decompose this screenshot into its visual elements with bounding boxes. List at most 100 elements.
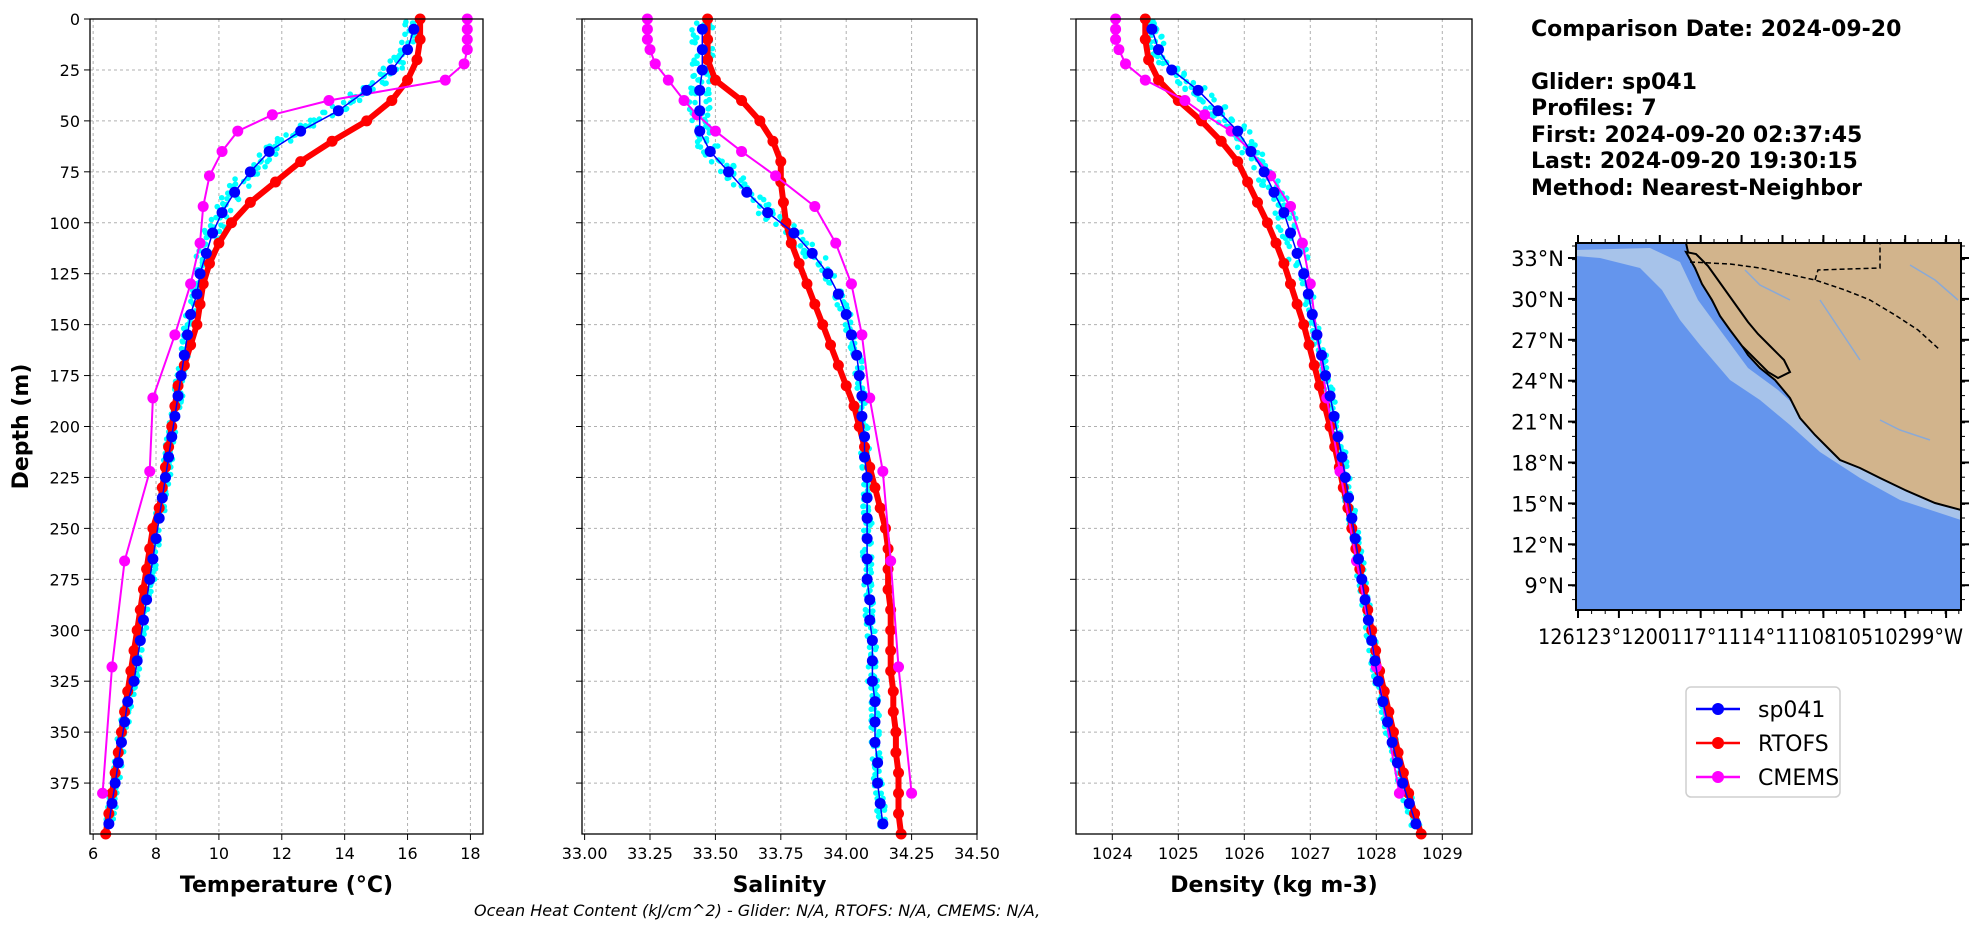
- series-point-rtofs: [709, 74, 721, 86]
- legend: sp041 RTOFS CMEMS: [1685, 686, 1841, 798]
- series-point-rtofs: [1303, 339, 1315, 351]
- series-point-rtofs: [1215, 135, 1227, 147]
- legend-marker-rtofs: [1712, 737, 1724, 749]
- series-point-sp041: [859, 431, 871, 443]
- series-point-sp041: [1192, 84, 1204, 96]
- series-point-cmems: [809, 200, 821, 212]
- series-point-cmems: [144, 465, 156, 477]
- raw-glider-point: [1248, 155, 1255, 162]
- series-point-sp041: [263, 145, 275, 157]
- series-point-sp041: [861, 553, 873, 565]
- x-tick-label: 10: [209, 844, 229, 863]
- y-tick-label: 25: [60, 61, 80, 80]
- x-axis-label: Density (kg m-3): [1170, 873, 1378, 898]
- series-point-sp041: [859, 451, 871, 463]
- series-point-sp041: [185, 308, 197, 320]
- series-point-sp041: [361, 84, 373, 96]
- raw-glider-point: [873, 790, 879, 796]
- series-point-cmems: [232, 125, 244, 137]
- series-point-sp041: [200, 247, 212, 259]
- series-point-rtofs: [1143, 54, 1155, 66]
- panel-2: 33.00 33.25 33.50 33.75 34.00 34.25 34.50 Salin…: [562, 13, 1000, 898]
- series-point-cmems: [461, 33, 473, 45]
- series-point-cmems: [649, 58, 661, 70]
- series-point-cmems: [641, 23, 653, 35]
- raw-glider-point: [757, 194, 763, 200]
- series-point-sp041: [386, 64, 398, 76]
- series-point-sp041: [106, 797, 118, 809]
- series-point-sp041: [1346, 512, 1358, 524]
- raw-glider-point: [1181, 70, 1187, 77]
- series-point-rtofs: [1291, 298, 1303, 310]
- first-time: First: 2024-09-20 02:37:45: [1531, 123, 1862, 148]
- y-tick-label: 200: [49, 418, 80, 437]
- series-point-sp041: [150, 533, 162, 545]
- series-point-sp041: [872, 757, 884, 769]
- series-point-sp041: [1372, 675, 1384, 687]
- raw-glider-point: [356, 97, 363, 104]
- series-point-cmems: [1179, 95, 1191, 106]
- series-point-sp041: [1362, 614, 1374, 626]
- legend-label-rtofs: RTOFS: [1758, 732, 1829, 757]
- series-point-sp041: [408, 23, 420, 35]
- series-point-sp041: [178, 349, 190, 361]
- series-point-rtofs: [1278, 258, 1290, 269]
- series-point-sp041: [1328, 410, 1340, 422]
- raw-glider-point: [706, 96, 713, 103]
- raw-glider-point: [410, 38, 417, 45]
- raw-glider-point: [809, 241, 816, 248]
- series-point-rtofs: [213, 237, 225, 249]
- series-point-cmems: [856, 329, 868, 341]
- series-point-rtofs: [1298, 319, 1310, 331]
- x-tick-label: 6: [88, 844, 98, 863]
- raw-glider-point: [859, 463, 865, 470]
- series-point-cmems: [736, 145, 748, 157]
- series-point-rtofs: [411, 54, 423, 66]
- series-point-rtofs: [885, 645, 897, 657]
- series-point-sp041: [1369, 655, 1381, 667]
- raw-glider-point: [1302, 301, 1309, 308]
- map-baja-peninsula: [1684, 250, 1792, 380]
- series-point-sp041: [1386, 736, 1398, 748]
- map-ticks: 33°N 30°N 27°N 24°N 21°N 18°N 15°N 12°N 9°N: [1511, 235, 1969, 618]
- series-point-sp041: [115, 736, 127, 748]
- series-point-sp041: [845, 329, 857, 341]
- series-point-sp041: [1298, 268, 1310, 280]
- x-tick-label: 33.25: [627, 844, 673, 863]
- raw-glider-point: [1239, 149, 1245, 156]
- series-point-sp041: [166, 431, 178, 443]
- raw-glider-point: [773, 221, 779, 228]
- series-point-rtofs: [767, 135, 779, 147]
- lat-label: 9°N: [1524, 574, 1564, 598]
- legend-marker-cmems: [1712, 771, 1724, 783]
- series-point-cmems: [678, 95, 690, 106]
- raw-glider-point: [188, 298, 194, 305]
- method: Method: Nearest-Neighbor: [1531, 176, 1862, 201]
- raw-glider-point: [1246, 129, 1253, 135]
- lat-label: 12°N: [1511, 533, 1564, 557]
- series-point-rtofs: [386, 95, 398, 106]
- raw-glider-point: [152, 565, 159, 572]
- x-tick-label: 12: [272, 844, 292, 863]
- raw-glider-point: [1378, 709, 1385, 715]
- raw-glider-point: [287, 138, 294, 144]
- series-point-cmems: [185, 278, 197, 290]
- series-point-sp041: [869, 696, 881, 708]
- y-tick-label: 325: [49, 672, 80, 691]
- series-point-cmems: [194, 237, 206, 249]
- series-point-sp041: [1377, 696, 1389, 708]
- series-point-sp041: [103, 818, 115, 830]
- series-point-rtofs: [1232, 156, 1244, 168]
- series-point-cmems: [770, 170, 782, 182]
- raw-glider-point: [854, 385, 861, 391]
- series-point-rtofs: [128, 645, 140, 657]
- series-point-rtofs: [1314, 380, 1326, 392]
- raw-glider-point: [380, 65, 387, 72]
- raw-glider-point: [1182, 86, 1188, 93]
- raw-glider-point: [837, 306, 843, 312]
- map-border: [1689, 243, 1941, 351]
- x-tick-label: 34.50: [954, 844, 1000, 863]
- y-tick-label: 0: [70, 10, 80, 29]
- series-point-rtofs: [191, 319, 203, 331]
